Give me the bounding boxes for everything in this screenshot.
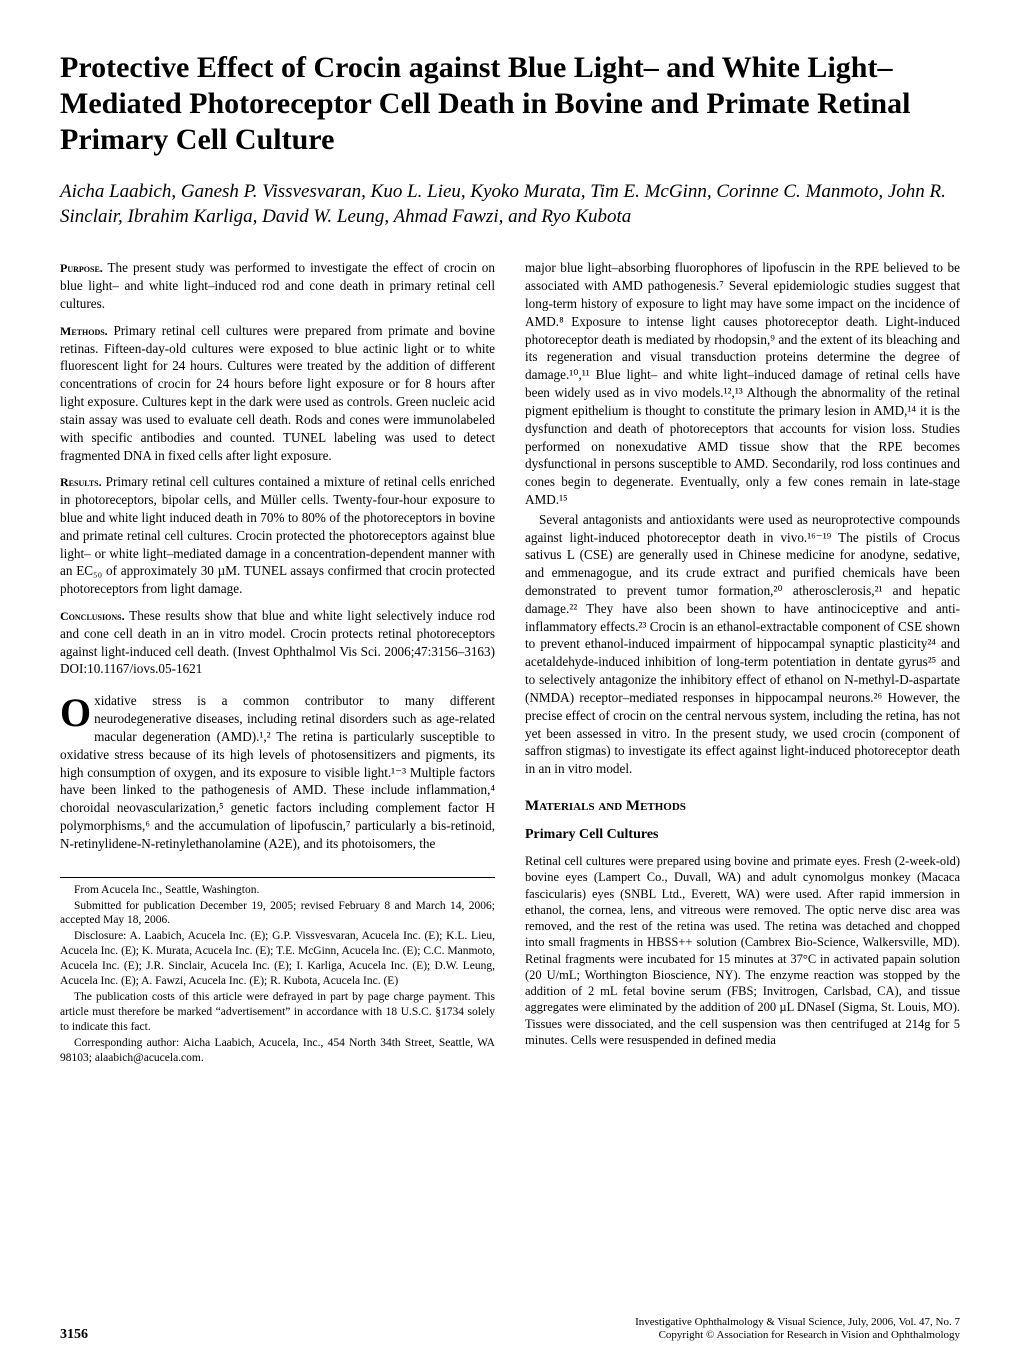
dropcap: O [60, 692, 94, 730]
results-label: Results. [60, 475, 102, 489]
intro-paragraph-1: Oxidative stress is a common contributor… [60, 692, 495, 852]
page-footer: 3156 Investigative Ophthalmology & Visua… [60, 1316, 960, 1344]
two-column-layout: Purpose. The present study was performed… [60, 259, 960, 1066]
right-column: major blue light–absorbing fluorophores … [525, 259, 960, 1066]
methods-text: Primary retinal cell cultures were prepa… [60, 323, 495, 463]
abstract-purpose: Purpose. The present study was performed… [60, 259, 495, 312]
footnote-block: From Acucela Inc., Seattle, Washington. … [60, 877, 495, 1066]
footer-right: Investigative Ophthalmology & Visual Sci… [635, 1316, 960, 1344]
materials-methods-heading: Materials and Methods [525, 796, 960, 816]
footnote-affiliation: From Acucela Inc., Seattle, Washington. [60, 883, 495, 898]
results-text: Primary retinal cell cultures contained … [60, 474, 495, 596]
author-list: Aicha Laabich, Ganesh P. Vissvesvaran, K… [60, 180, 960, 229]
left-column: Purpose. The present study was performed… [60, 259, 495, 1066]
abstract-methods: Methods. Primary retinal cell cultures w… [60, 322, 495, 465]
footnote-corresponding: Corresponding author: Aicha Laabich, Acu… [60, 1036, 495, 1066]
page-number: 3156 [60, 1327, 88, 1343]
intro-paragraph-3: Several antagonists and antioxidants wer… [525, 511, 960, 778]
purpose-text: The present study was performed to inves… [60, 260, 495, 311]
intro-paragraph-2: major blue light–absorbing fluorophores … [525, 259, 960, 508]
copyright: Copyright © Association for Research in … [635, 1329, 960, 1343]
conclusions-text: These results show that blue and white l… [60, 608, 495, 676]
journal-info: Investigative Ophthalmology & Visual Sci… [635, 1316, 960, 1330]
footnote-dates: Submitted for publication December 19, 2… [60, 899, 495, 929]
intro-p1-text: xidative stress is a common contributor … [60, 693, 495, 851]
article-title: Protective Effect of Crocin against Blue… [60, 50, 960, 158]
conclusions-label: Conclusions. [60, 609, 125, 623]
methods-label: Methods. [60, 324, 108, 338]
abstract-results: Results. Primary retinal cell cultures c… [60, 473, 495, 598]
methods-paragraph: Retinal cell cultures were prepared usin… [525, 853, 960, 1048]
abstract-conclusions: Conclusions. These results show that blu… [60, 607, 495, 678]
footnote-disclosure: Disclosure: A. Laabich, Acucela Inc. (E)… [60, 929, 495, 989]
purpose-label: Purpose. [60, 261, 103, 275]
footnote-advert: The publication costs of this article we… [60, 990, 495, 1035]
primary-cultures-subheading: Primary Cell Cultures [525, 826, 960, 845]
